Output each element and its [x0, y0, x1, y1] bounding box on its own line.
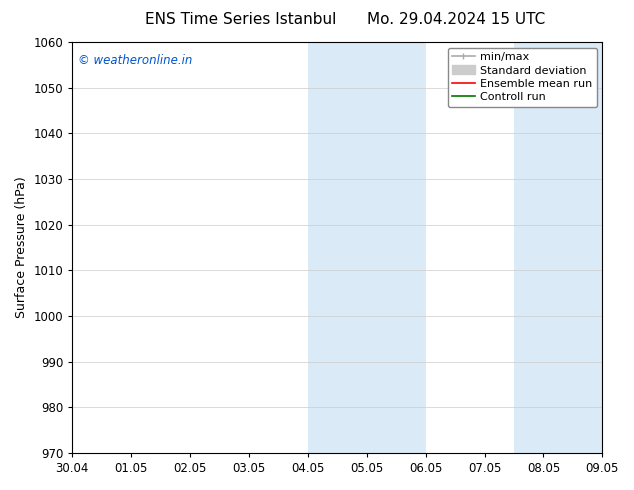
Bar — [514, 42, 573, 453]
Text: © weatheronline.in: © weatheronline.in — [77, 54, 192, 68]
Text: ENS Time Series Istanbul: ENS Time Series Istanbul — [145, 12, 337, 27]
Text: Mo. 29.04.2024 15 UTC: Mo. 29.04.2024 15 UTC — [367, 12, 546, 27]
Y-axis label: Surface Pressure (hPa): Surface Pressure (hPa) — [15, 176, 28, 318]
Bar — [308, 42, 366, 453]
Bar — [573, 42, 602, 453]
Bar — [366, 42, 425, 453]
Legend: min/max, Standard deviation, Ensemble mean run, Controll run: min/max, Standard deviation, Ensemble me… — [448, 48, 597, 107]
